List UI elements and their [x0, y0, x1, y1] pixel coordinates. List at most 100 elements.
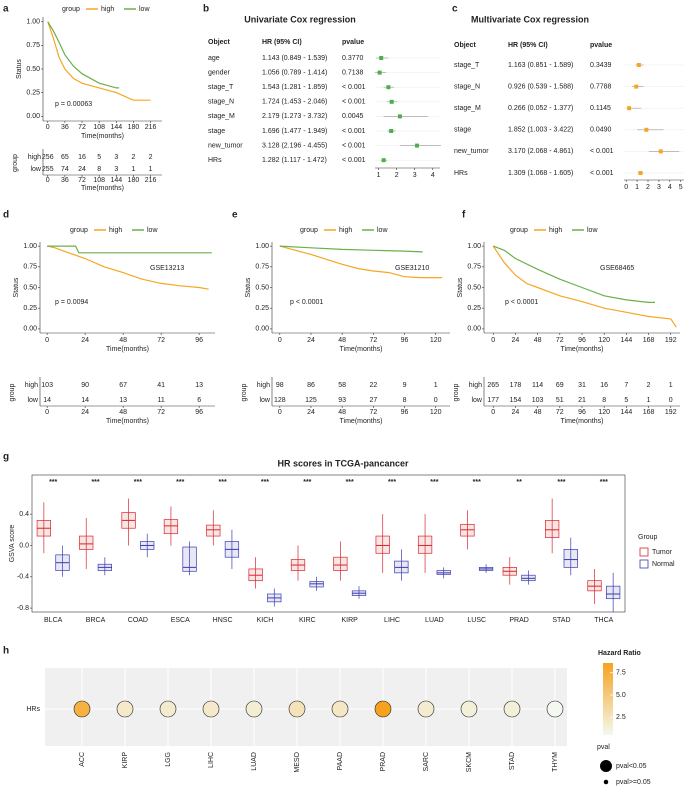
x-tick-label: MESO	[294, 751, 301, 772]
significance: ***	[473, 479, 481, 486]
x-tick-label: 48	[119, 337, 127, 344]
risk-count: 5	[97, 154, 101, 161]
box	[375, 535, 390, 554]
risk-x-tick-label: 180	[128, 177, 140, 184]
legend-label: low	[139, 6, 150, 13]
x-tick-label: HNSC	[213, 617, 233, 624]
x-tick-label: 96	[195, 337, 203, 344]
x-tick-label: ACC	[79, 752, 86, 767]
column-header: HR (95% CI)	[262, 39, 302, 46]
hr-point	[389, 129, 394, 133]
size-legend-dot	[600, 760, 612, 772]
row-label: stage_M	[454, 105, 481, 112]
x-tick-label: 144	[110, 124, 122, 131]
box	[606, 585, 621, 600]
row-label: new_tumor	[454, 148, 489, 155]
risk-x-tick-label: 24	[81, 409, 89, 416]
risk-y-label: group	[241, 383, 248, 401]
legend-label: low	[587, 227, 598, 234]
chart-title: Multivariate Cox regression	[471, 14, 589, 24]
risk-count: 16	[600, 382, 608, 389]
x-tick-label: COAD	[128, 617, 148, 624]
dataset-label: GSE68465	[600, 265, 634, 272]
survival-curve	[492, 245, 655, 303]
significance: ***	[600, 479, 608, 486]
chart-title: HR scores in TCGA-pancancer	[277, 458, 409, 468]
risk-count: 8	[602, 397, 606, 404]
p-value-annotation: p = 0.00063	[55, 101, 92, 108]
y-tick-label: 0.75	[23, 264, 37, 271]
size-legend-label: pval>=0.05	[616, 779, 651, 786]
column-header: pvalue	[342, 39, 364, 46]
x-tick-label: LIHC	[384, 617, 400, 624]
risk-y-label: group	[9, 383, 16, 401]
hr-label: 1.696 (1.477 - 1.949)	[262, 128, 327, 135]
risk-count: 5	[624, 397, 628, 404]
legend-swatch	[639, 547, 649, 557]
significance: ***	[388, 479, 396, 486]
x-tick-label: 108	[93, 124, 105, 131]
x-tick-label: 36	[61, 124, 69, 131]
hr-point	[658, 149, 663, 154]
risk-row-label: high	[257, 382, 270, 389]
hr-label: 3.128 (2.196 - 4.455)	[262, 142, 327, 149]
risk-count: 16	[78, 154, 86, 161]
legend-title: Group	[638, 534, 658, 541]
row-label: stage	[454, 127, 471, 134]
hr-dot	[159, 700, 177, 718]
risk-count: 0	[434, 397, 438, 404]
hr-point	[381, 158, 386, 163]
p-value-annotation: p < 0.0001	[290, 299, 323, 306]
survival-curve	[279, 245, 423, 253]
hr-label: 2.179 (1.273 - 3.732)	[262, 113, 327, 120]
p-value: 0.3439	[590, 62, 612, 69]
risk-count: 13	[119, 397, 127, 404]
risk-row-label: high	[25, 382, 38, 389]
legend-label: Normal	[652, 561, 675, 568]
hr-label: 0.926 (0.539 - 1.588)	[508, 83, 573, 90]
y-tick-label: 1.00	[467, 243, 481, 250]
significance: ***	[430, 479, 438, 486]
y-tick-label: 0.50	[255, 284, 269, 291]
risk-count: 51	[556, 397, 564, 404]
hr-label: 1.056 (0.789 - 1.414)	[262, 69, 327, 76]
p-value: < 0.001	[590, 170, 614, 177]
x-tick-label: KICH	[257, 617, 274, 624]
risk-x-tick-label: 0	[45, 409, 49, 416]
risk-count: 1	[669, 382, 673, 389]
legend-title: group	[300, 227, 318, 234]
hr-label: 1.143 (0.849 - 1.539)	[262, 55, 327, 62]
x-tick-label: 4	[668, 184, 672, 191]
x-tick-label: LGG	[165, 752, 172, 767]
column-header: pvalue	[590, 42, 612, 49]
legend-label: high	[339, 227, 352, 234]
p-value: < 0.001	[342, 99, 366, 106]
p-value: < 0.001	[342, 128, 366, 135]
y-tick-label: 0.00	[26, 113, 40, 120]
x-tick-label: 24	[81, 337, 89, 344]
x-tick-label: 24	[307, 337, 315, 344]
risk-count: 1	[434, 382, 438, 389]
risk-count: 2	[149, 154, 153, 161]
hr-label: 0.266 (0.052 - 1.377)	[508, 105, 573, 112]
risk-count: 9	[403, 382, 407, 389]
x-tick-label: 5	[679, 184, 683, 191]
x-tick-label: PRAD	[380, 752, 387, 771]
box	[163, 519, 179, 535]
p-value: < 0.001	[342, 157, 366, 164]
legend-swatch	[639, 559, 649, 569]
legend-label: high	[549, 227, 562, 234]
hr-label: 1.309 (1.068 - 1.605)	[508, 170, 573, 177]
risk-count: 98	[276, 382, 284, 389]
risk-x-tick-label: 144	[621, 409, 633, 416]
dataset-label: GSE31210	[395, 265, 429, 272]
colorbar-tick-label: 7.5	[616, 670, 626, 677]
x-tick-label: SARC	[423, 752, 430, 771]
hr-label: 1.282 (1.117 - 1.472)	[262, 157, 327, 164]
hr-dot	[116, 700, 134, 718]
row-label: HRs	[454, 170, 468, 177]
legend-label: low	[377, 227, 388, 234]
column-header: HR (95% CI)	[508, 42, 548, 49]
size-legend-title: pval	[597, 744, 610, 751]
x-tick-label: 72	[369, 337, 377, 344]
